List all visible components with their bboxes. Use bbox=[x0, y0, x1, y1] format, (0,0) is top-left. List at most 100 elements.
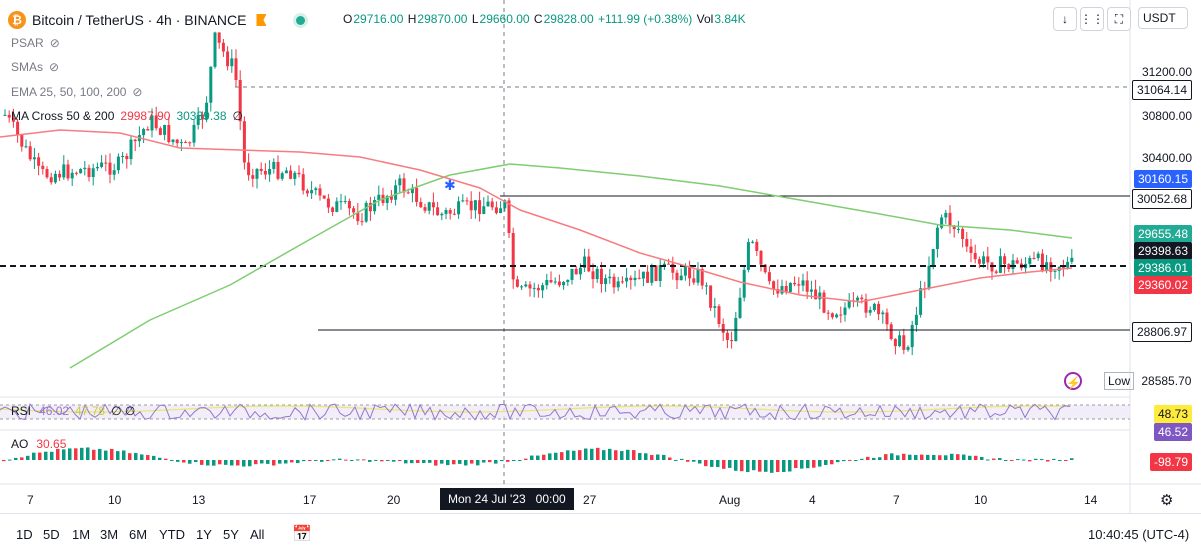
candle-body bbox=[536, 287, 540, 291]
crosshair-time-label: Mon 24 Jul '23 00:00 bbox=[440, 488, 574, 510]
ao-bar bbox=[470, 460, 474, 464]
candle-body bbox=[179, 142, 183, 144]
candle-body bbox=[402, 178, 406, 193]
ao-bar bbox=[182, 460, 186, 463]
eye-hidden-icon[interactable]: ⊘ bbox=[49, 60, 60, 74]
candle-body bbox=[830, 313, 834, 318]
candle-body bbox=[919, 288, 923, 315]
ao-bar bbox=[950, 453, 954, 460]
ao-bar bbox=[92, 449, 96, 460]
candle-body bbox=[297, 172, 301, 175]
price-label-ma200: 29655.48 bbox=[1133, 225, 1192, 243]
candle-body bbox=[150, 115, 154, 131]
lightning-icon[interactable]: ⚡ bbox=[1064, 372, 1082, 390]
ao-bar bbox=[608, 448, 612, 460]
ao-bar bbox=[152, 455, 156, 460]
candle-body bbox=[683, 266, 687, 276]
timeframe-button-5d[interactable]: 5D bbox=[43, 527, 60, 542]
candle-body bbox=[835, 314, 839, 318]
ao-bar bbox=[998, 457, 1002, 460]
candle-body bbox=[872, 303, 876, 311]
date-range-calendar-icon[interactable]: 📅 bbox=[292, 526, 312, 543]
ao-bar bbox=[362, 459, 366, 461]
ao-bar bbox=[116, 451, 120, 460]
timeframe-button-1m[interactable]: 1M bbox=[72, 527, 91, 542]
candle-body bbox=[721, 324, 725, 333]
candle-body bbox=[45, 169, 49, 178]
ao-bar bbox=[164, 458, 168, 460]
cross-marker-icon: ✱ bbox=[444, 177, 456, 193]
ao-bar bbox=[176, 460, 180, 462]
ao-bar bbox=[74, 448, 78, 460]
timeframe-button-5y[interactable]: 5Y bbox=[223, 527, 239, 542]
ao-bar bbox=[326, 460, 330, 461]
rsi-legend[interactable]: RSI 46.02 47.78 ∅ ∅ bbox=[11, 404, 136, 418]
candle-body bbox=[839, 314, 843, 316]
currency-select[interactable]: USDT bbox=[1138, 7, 1188, 29]
scroll-down-button[interactable]: ↓ bbox=[1053, 7, 1077, 31]
candle-body bbox=[595, 268, 599, 280]
candle-body bbox=[902, 335, 906, 350]
eye-hidden-icon[interactable]: ⊘ bbox=[49, 36, 60, 50]
candle-body bbox=[1045, 262, 1049, 271]
toolbar-divider bbox=[0, 513, 1201, 514]
time-tick: 13 bbox=[192, 493, 206, 507]
candle-body bbox=[142, 129, 146, 136]
ao-bar bbox=[614, 450, 618, 460]
compare-button[interactable]: ⋮⋮ bbox=[1080, 7, 1104, 31]
candle-body bbox=[24, 146, 28, 148]
smas-legend[interactable]: SMAs ⊘ bbox=[11, 60, 60, 74]
candle-body bbox=[469, 200, 473, 211]
candle-body bbox=[226, 51, 230, 67]
ma50-line bbox=[0, 129, 1073, 303]
ao-bar bbox=[1016, 459, 1020, 461]
candle-body bbox=[1003, 256, 1007, 265]
candle-body bbox=[843, 307, 847, 315]
ao-bar bbox=[746, 460, 750, 473]
timeframe-button-ytd[interactable]: YTD bbox=[159, 527, 185, 542]
candle-body bbox=[1036, 253, 1040, 259]
timeframe-button-1d[interactable]: 1D bbox=[16, 527, 33, 542]
rsi-value: 46.02 bbox=[39, 404, 70, 418]
candle-body bbox=[461, 200, 465, 202]
candle-body bbox=[238, 79, 242, 122]
psar-legend[interactable]: PSAR ⊘ bbox=[11, 36, 60, 50]
timeframe-button-all[interactable]: All bbox=[250, 527, 265, 542]
candle-body bbox=[801, 280, 805, 286]
settings-gear-icon[interactable]: ⚙ bbox=[1160, 492, 1174, 509]
candle-body bbox=[66, 164, 70, 179]
price-label-level: 31064.14 bbox=[1131, 80, 1192, 100]
candle-body bbox=[944, 212, 948, 218]
eye-hidden-icon[interactable]: ⊘ bbox=[132, 85, 143, 99]
candle-body bbox=[91, 168, 95, 178]
ao-bar bbox=[506, 460, 510, 462]
ao-bar bbox=[650, 455, 654, 460]
candle-body bbox=[566, 279, 570, 282]
candle-body bbox=[452, 213, 456, 215]
ao-legend[interactable]: AO 30.65 bbox=[11, 437, 67, 451]
ao-bar bbox=[596, 447, 600, 460]
candle-body bbox=[545, 279, 549, 286]
fullscreen-button[interactable]: ⛶ bbox=[1107, 7, 1131, 31]
candle-body bbox=[79, 169, 83, 174]
ao-bar bbox=[218, 460, 222, 465]
ma-cross-legend[interactable]: MA Cross 50 & 200 29987.90 30339.38 ∅ bbox=[11, 109, 243, 123]
candle-body bbox=[763, 264, 767, 273]
price-tick: 30400.00 bbox=[1141, 151, 1192, 165]
candle-body bbox=[1028, 257, 1032, 264]
timeframe-button-1y[interactable]: 1Y bbox=[196, 527, 212, 542]
candle-body bbox=[818, 292, 822, 300]
timeframe-button-3m[interactable]: 3M bbox=[100, 527, 119, 542]
candle-body bbox=[343, 200, 347, 202]
ao-bar bbox=[320, 460, 324, 462]
ao-bar bbox=[356, 459, 360, 461]
ao-bar bbox=[224, 460, 228, 465]
candle-body bbox=[608, 276, 612, 279]
symbol-header[interactable]: ₿ Bitcoin / TetherUS · 4h · BINANCE bbox=[8, 11, 306, 29]
timeframe-button-6m[interactable]: 6M bbox=[129, 527, 148, 542]
candle-body bbox=[511, 233, 515, 280]
candle-body bbox=[994, 271, 998, 273]
ao-bar bbox=[272, 460, 276, 466]
ema-legend[interactable]: EMA 25, 50, 100, 200 ⊘ bbox=[11, 85, 143, 99]
